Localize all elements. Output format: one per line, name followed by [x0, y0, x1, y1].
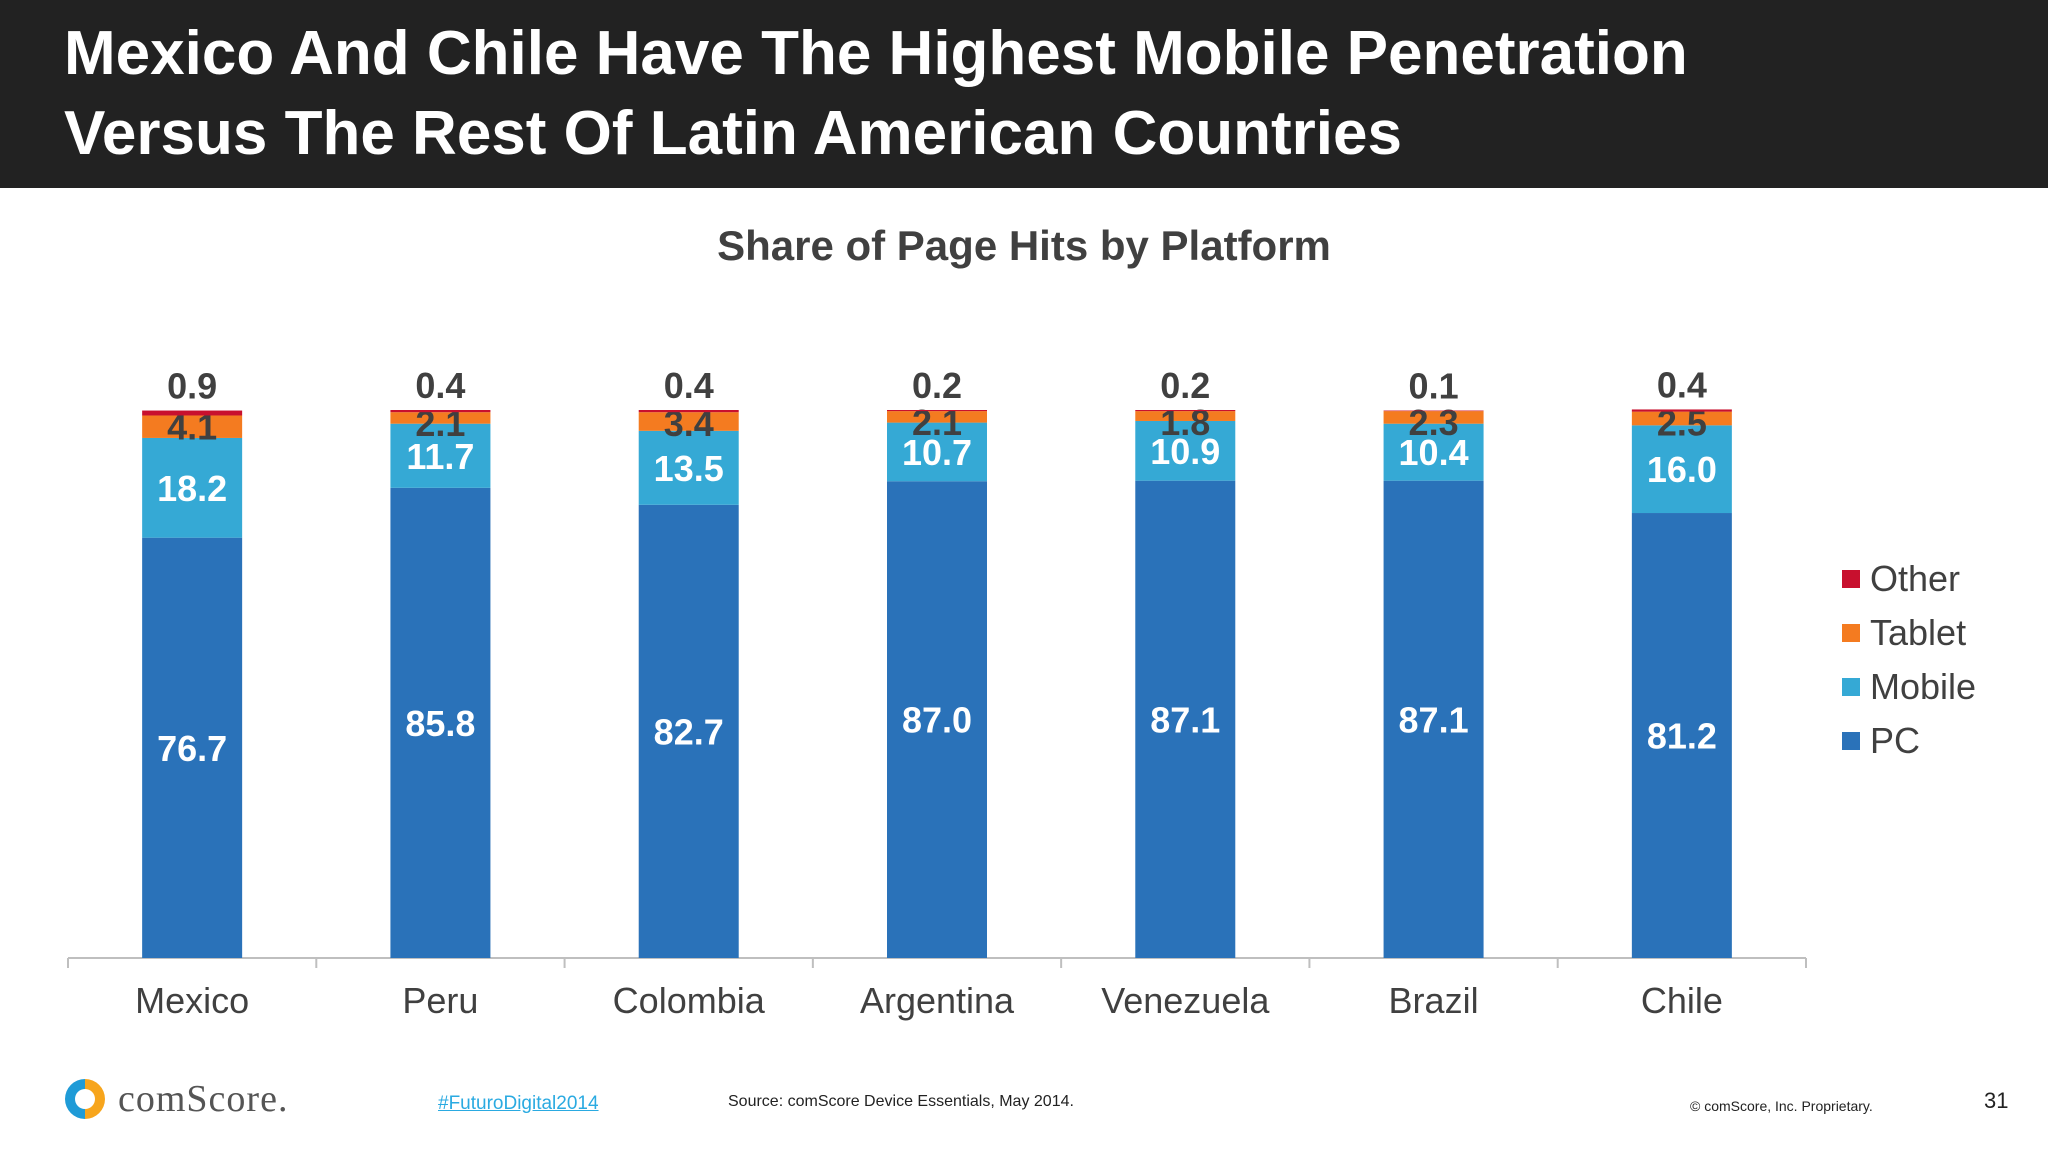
bar-mobile-brazil [1383, 423, 1484, 481]
legend-label-pc: PC [1870, 720, 1921, 761]
data-label-tablet-argentina: 2.1 [912, 402, 962, 443]
bar-pc-brazil [1383, 480, 1484, 958]
data-label-pc-brazil: 87.1 [1399, 699, 1469, 740]
bar-pc-chile [1631, 513, 1732, 958]
legend-swatch-other [1842, 570, 1860, 588]
bar-tablet-venezuela [1135, 411, 1236, 421]
x-tick-label-chile: Chile [1641, 980, 1723, 1021]
chart-legend: Other Tablet Mobile PC [1842, 552, 1976, 768]
data-label-mobile-colombia: 13.5 [654, 448, 724, 489]
data-label-tablet-colombia: 3.4 [664, 403, 714, 444]
x-tick-label-peru: Peru [402, 980, 478, 1021]
legend-item-tablet: Tablet [1842, 606, 1976, 660]
data-label-pc-colombia: 82.7 [654, 711, 724, 752]
legend-item-pc: PC [1842, 714, 1976, 768]
legend-swatch-tablet [1842, 624, 1860, 642]
data-label-mobile-brazil: 10.4 [1399, 432, 1469, 473]
bar-other-mexico [142, 410, 243, 416]
slide-title-line-2: Versus The Rest Of Latin American Countr… [64, 99, 1402, 168]
bar-pc-argentina [887, 481, 987, 958]
data-label-other-venezuela: 0.2 [1160, 365, 1210, 406]
bar-mobile-argentina [887, 422, 987, 482]
data-label-pc-peru: 85.8 [405, 703, 475, 744]
copyright-note: © comScore, Inc. Proprietary. [1690, 1098, 1873, 1114]
data-label-other-brazil: 0.1 [1409, 366, 1459, 407]
bar-other-peru [390, 410, 491, 413]
data-label-mobile-argentina: 10.7 [902, 432, 972, 473]
page-number: 31 [1984, 1088, 2009, 1113]
bar-pc-colombia [638, 504, 739, 958]
bar-mobile-mexico [142, 437, 243, 538]
bar-pc-venezuela [1135, 480, 1236, 958]
data-label-tablet-venezuela: 1.8 [1160, 402, 1210, 443]
x-tick-label-argentina: Argentina [860, 980, 1015, 1021]
bar-tablet-mexico [142, 415, 243, 438]
legend-item-other: Other [1842, 552, 1976, 606]
bar-tablet-colombia [638, 412, 739, 431]
data-label-other-colombia: 0.4 [664, 365, 714, 406]
bar-mobile-venezuela [1135, 420, 1236, 481]
data-label-tablet-brazil: 2.3 [1409, 402, 1459, 443]
legend-swatch-mobile [1842, 678, 1860, 696]
slide-title-line-1: Mexico And Chile Have The Highest Mobile… [64, 19, 1688, 88]
bar-tablet-brazil [1383, 411, 1484, 424]
x-tick-label-mexico: Mexico [135, 980, 249, 1021]
bar-other-venezuela [1135, 410, 1236, 412]
data-label-pc-mexico: 76.7 [157, 728, 227, 769]
bar-other-chile [1631, 409, 1732, 412]
bar-pc-mexico [142, 537, 243, 958]
data-label-pc-argentina: 87.0 [902, 700, 972, 741]
comscore-logo: comScore. [62, 1076, 288, 1122]
data-label-pc-chile: 81.2 [1647, 716, 1717, 757]
legend-swatch-pc [1842, 732, 1860, 750]
data-label-mobile-venezuela: 10.9 [1150, 431, 1220, 472]
legend-label-mobile: Mobile [1870, 666, 1977, 707]
x-tick-label-venezuela: Venezuela [1101, 980, 1270, 1021]
legend-label-other: Other [1870, 558, 1961, 599]
x-tick-label-brazil: Brazil [1389, 980, 1479, 1021]
data-label-pc-venezuela: 87.1 [1150, 699, 1220, 740]
bar-other-colombia [638, 410, 739, 413]
bar-tablet-peru [390, 412, 491, 424]
bar-mobile-peru [390, 423, 491, 488]
bar-mobile-colombia [638, 430, 739, 505]
bar-tablet-argentina [887, 411, 987, 423]
slide-title: Mexico And Chile Have The Highest Mobile… [64, 14, 2024, 174]
comscore-logo-text: comScore. [118, 1078, 289, 1120]
bar-tablet-chile [1631, 411, 1732, 426]
data-label-tablet-peru: 2.1 [415, 403, 465, 444]
comscore-logo-icon [65, 1079, 105, 1119]
bar-mobile-chile [1631, 425, 1732, 514]
data-label-mobile-peru: 11.7 [406, 436, 474, 477]
x-tick-label-colombia: Colombia [613, 980, 766, 1021]
source-note: Source: comScore Device Essentials, May … [728, 1093, 1074, 1110]
data-label-mobile-chile: 16.0 [1647, 449, 1717, 490]
data-label-other-peru: 0.4 [415, 365, 465, 406]
data-label-other-chile: 0.4 [1657, 364, 1707, 405]
legend-item-mobile: Mobile [1842, 660, 1976, 714]
chart-title: Share of Page Hits by Platform [717, 222, 1331, 269]
header-bar: Mexico And Chile Have The Highest Mobile… [0, 0, 2048, 188]
bar-other-argentina [887, 410, 987, 412]
hashtag-link[interactable]: #FuturoDigital2014 [438, 1093, 599, 1114]
data-label-tablet-chile: 2.5 [1657, 403, 1707, 444]
data-label-other-argentina: 0.2 [912, 365, 962, 406]
data-label-mobile-mexico: 18.2 [157, 468, 227, 509]
legend-label-tablet: Tablet [1870, 612, 1967, 653]
bar-other-brazil [1383, 410, 1484, 412]
bar-pc-peru [390, 487, 491, 958]
data-label-other-mexico: 0.9 [167, 366, 217, 407]
